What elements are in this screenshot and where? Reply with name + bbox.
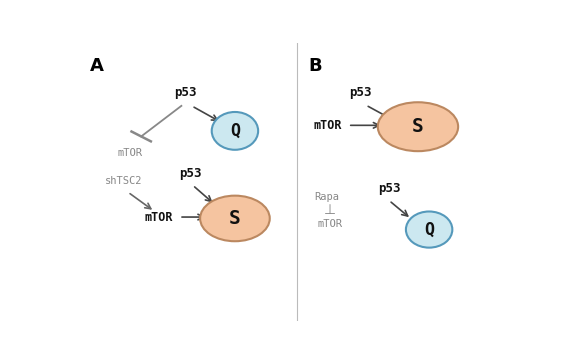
- Text: mTOR: mTOR: [313, 119, 342, 132]
- Text: mTOR: mTOR: [317, 219, 343, 229]
- Text: p53: p53: [378, 182, 400, 195]
- Text: p53: p53: [348, 86, 371, 99]
- Text: Rapa: Rapa: [314, 192, 339, 202]
- Text: Q: Q: [230, 122, 240, 140]
- Ellipse shape: [406, 212, 452, 248]
- Text: ⊥: ⊥: [324, 203, 336, 217]
- Text: A: A: [90, 57, 104, 75]
- Ellipse shape: [200, 196, 270, 241]
- Ellipse shape: [212, 112, 258, 150]
- Text: B: B: [309, 57, 322, 75]
- Ellipse shape: [378, 102, 458, 151]
- Text: S: S: [412, 117, 424, 136]
- Text: mTOR: mTOR: [118, 148, 142, 157]
- Text: p53: p53: [175, 86, 197, 99]
- Text: Q: Q: [424, 221, 434, 239]
- Text: p53: p53: [179, 166, 202, 179]
- Text: mTOR: mTOR: [145, 210, 173, 223]
- Text: S: S: [229, 209, 241, 228]
- Text: shTSC2: shTSC2: [105, 177, 142, 187]
